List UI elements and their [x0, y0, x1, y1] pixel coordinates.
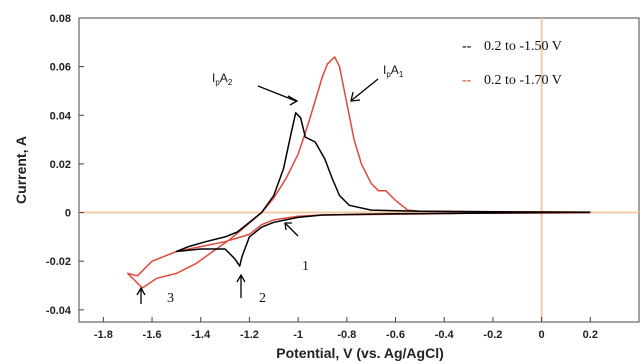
legend-marker-1: -- [462, 39, 472, 54]
y-tick-label: -0.02 [46, 256, 71, 268]
series-line-1 [126, 56, 591, 289]
y-tick-label: -0.04 [46, 305, 72, 317]
x-tick-label: -1.8 [94, 329, 113, 341]
y-tick-label: 0.06 [50, 62, 71, 74]
x-tick-label: -1 [293, 329, 303, 341]
peak-label-ipa1-a: A [391, 63, 399, 77]
x-tick-label: -1.4 [191, 329, 211, 341]
legend-label-1: 0.2 to -1.50 V [484, 39, 562, 54]
peak-label-ipa1: IpA1 [350, 63, 404, 102]
x-tick-label: -1.2 [240, 329, 259, 341]
y-tick-label: 0.02 [50, 159, 71, 171]
x-tick-label: -1.6 [143, 329, 162, 341]
x-tick-label: -0.4 [435, 329, 455, 341]
annotation-1: 1 [302, 259, 309, 274]
arrow-1 [284, 222, 299, 237]
y-tick-label: 0.04 [50, 110, 72, 122]
series-layer [126, 56, 591, 289]
svg-text:IpA2: IpA2 [212, 71, 233, 87]
tick-layer: -1.8 -1.6 -1.4 -1.2 -1 -0.8 -0.6 -0.4 -0.2 0 0.2 -0… [46, 13, 598, 341]
y-axis-title: Current, A [13, 136, 29, 204]
peak-label-ipa2-a: A [220, 71, 228, 85]
x-tick-label: -0.6 [386, 329, 405, 341]
x-tick-label: -0.2 [483, 329, 502, 341]
x-axis-title: Potential, V (vs. Ag/AgCl) [276, 345, 444, 361]
peak-label-ipa1-i: I [383, 63, 386, 77]
annotation-3: 3 [167, 291, 174, 306]
arrow-2 [236, 273, 246, 298]
x-tick-label: 0.2 [583, 329, 598, 341]
legend-marker-2: -- [462, 73, 472, 88]
x-tick-label: -0.8 [337, 329, 356, 341]
peak-label-ipa2-sub-2: 2 [228, 78, 233, 87]
x-tick-label: 0 [539, 329, 545, 341]
legend: -- 0.2 to -1.50 V -- 0.2 to -1.70 V [462, 39, 562, 88]
peak-label-ipa1-sub-p: p [386, 70, 391, 79]
y-tick-label: 0 [65, 208, 71, 220]
arrow-3 [136, 286, 146, 304]
series-line-2 [175, 112, 591, 267]
plot-frame [78, 17, 640, 323]
annotation-layer: 1 2 3 IpA2 IpA1 [136, 63, 404, 306]
svg-text:IpA1: IpA1 [383, 63, 404, 79]
annotation-2: 2 [259, 291, 266, 306]
peak-label-ipa1-sub-1: 1 [399, 70, 404, 79]
legend-label-2: 0.2 to -1.70 V [484, 73, 562, 88]
y-tick-label: 0.08 [50, 13, 71, 25]
peak-label-ipa2-i: I [212, 71, 215, 85]
peak-label-ipa2: IpA2 [212, 71, 299, 106]
peak-label-ipa2-sub-p: p [215, 78, 220, 87]
